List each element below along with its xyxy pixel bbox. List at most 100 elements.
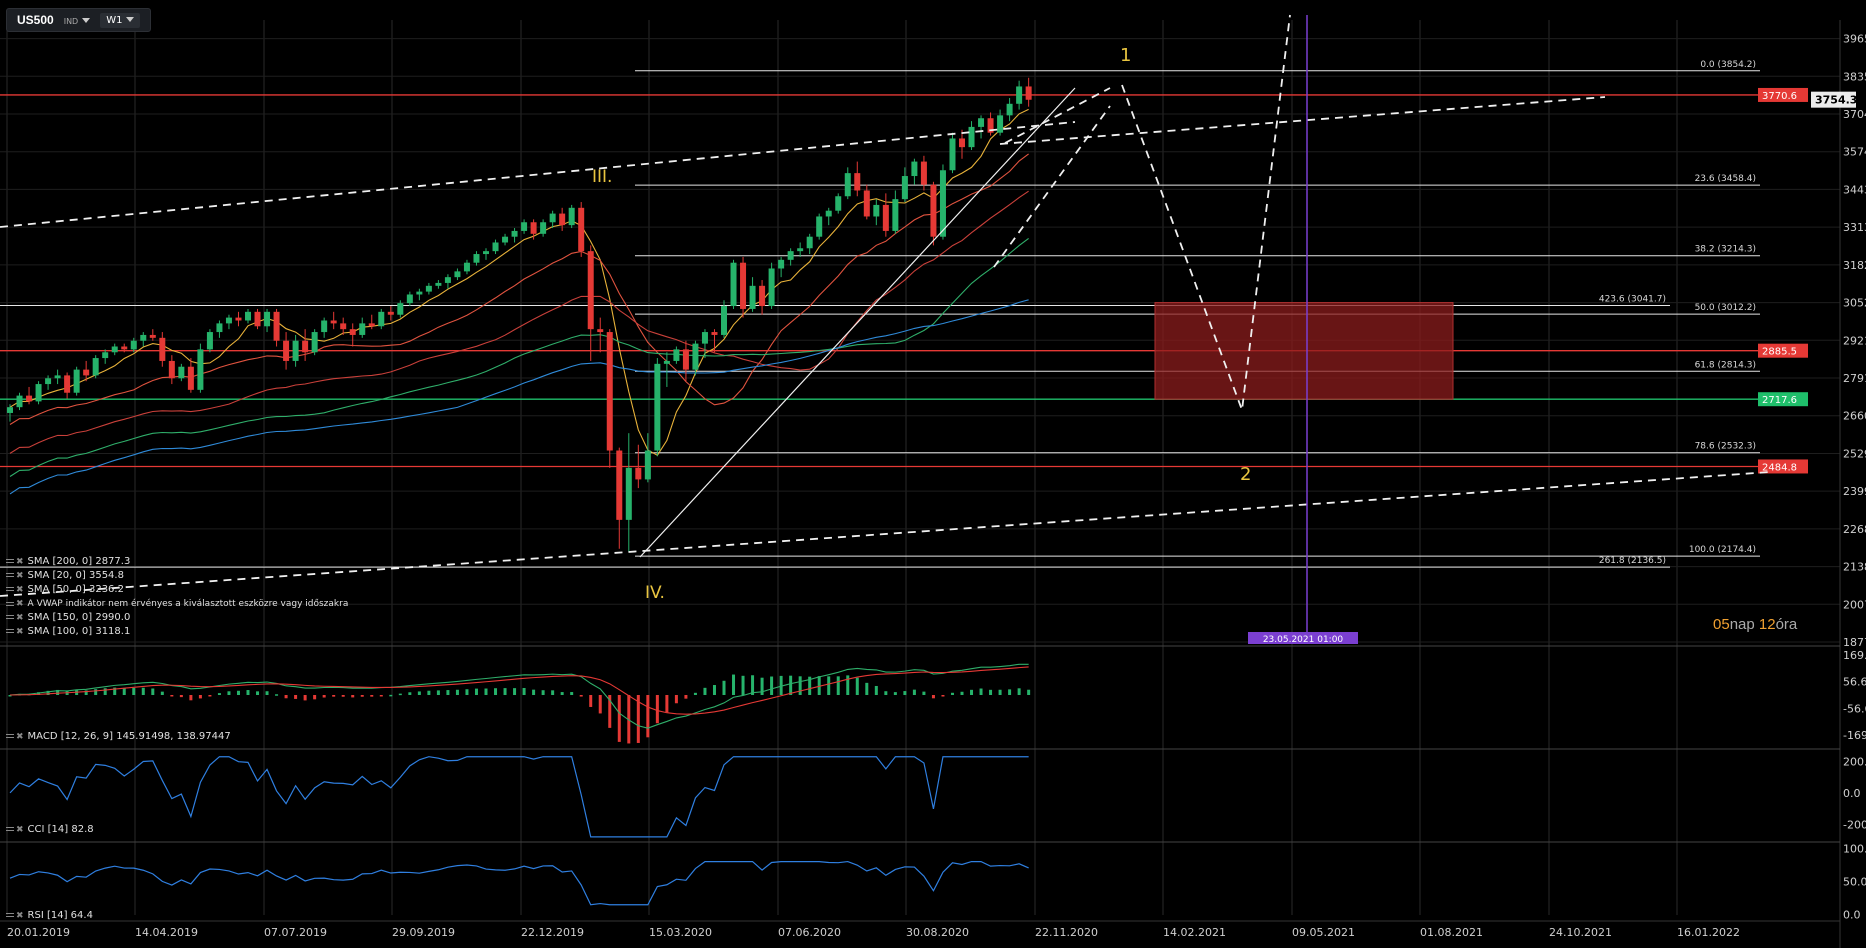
candle-body [216,323,223,333]
candle-body [444,277,451,283]
settings-icon[interactable] [6,627,14,635]
symbol-tag-dropdown[interactable]: IND [64,14,91,27]
macd-axis-label: 169.9129 [1843,649,1866,662]
settings-icon[interactable] [6,911,14,919]
macd-histogram-bar [779,675,783,695]
close-icon[interactable]: ✖ [16,732,24,742]
symbol-selector[interactable]: US500 [17,13,54,27]
macd-histogram-bar [94,689,98,695]
legend-sma200[interactable]: ✖ SMA [200, 0] 2877.3 [6,556,130,568]
close-icon[interactable]: ✖ [16,911,24,921]
candle-body [759,285,766,307]
legend-sma50[interactable]: ✖ SMA [50, 0] 3236.2 [6,584,124,596]
candle-body [721,306,727,335]
candle-body [35,384,42,402]
settings-icon[interactable] [6,571,14,579]
macd-histogram-bar [608,695,612,728]
countdown-hours: 12 [1758,616,1776,633]
macd-histogram-bar [674,695,678,704]
macd-histogram-bar [827,676,831,695]
macd-histogram-bar [589,695,593,707]
macd-histogram-bar [227,691,231,695]
cci-axis-label: 0.0 [1843,787,1861,800]
level-price-tag [1758,343,1808,358]
legend-vwap[interactable]: ✖ A VWAP indikátor nem érvényes a kiválas… [6,598,348,610]
macd-histogram-bar [494,688,498,695]
macd-histogram-bar [474,688,478,695]
macd-histogram-bar [189,695,193,701]
candle-body [939,170,946,237]
macd-histogram-bar [598,695,602,714]
macd-histogram-bar [922,691,926,695]
level-price-text: 2885.5 [1762,347,1797,358]
rsi-line [9,860,1029,906]
close-icon[interactable]: ✖ [16,627,24,637]
macd-histogram-bar [513,688,517,695]
macd-histogram-bar [8,695,12,697]
macd-histogram-bar [389,694,393,697]
settings-icon[interactable] [6,732,14,740]
candle-body [359,323,366,335]
candle-body [16,395,23,408]
settings-icon[interactable] [6,557,14,565]
candle-body [283,340,290,361]
fibonacci-level-label: 100.0 (2174.4) [1689,545,1756,555]
candle-body [606,332,613,451]
legend-sma150[interactable]: ✖ SMA [150, 0] 2990.0 [6,612,130,624]
date-axis-label: 30.08.2020 [906,926,969,939]
legend-sma20[interactable]: ✖ SMA [20, 0] 3554.8 [6,570,124,582]
macd-histogram-bar [551,690,555,695]
close-icon[interactable]: ✖ [16,557,24,567]
settings-icon[interactable] [6,613,14,621]
legend-cci[interactable]: ✖ CCI [14] 82.8 [6,824,94,836]
close-icon[interactable]: ✖ [16,613,24,623]
candle-body [197,349,204,390]
price-axis-label: 3182.5 [1843,259,1866,272]
macd-histogram-bar [122,687,126,695]
level-price-text: 3770.6 [1762,91,1797,102]
price-axis-label: 3704.6 [1843,108,1866,121]
candle-body [473,254,480,263]
candle-body [844,173,851,197]
macd-histogram-bar [379,695,383,697]
price-axis-label: 3574.1 [1843,146,1866,159]
close-icon[interactable]: ✖ [16,825,24,835]
timeframe-dropdown[interactable]: W1 [100,12,141,28]
candle-body [530,222,537,234]
candle-body [225,317,232,324]
candle-body [892,199,899,231]
macd-axis-label: -169.913 [1843,729,1866,742]
date-axis-label: 22.12.2019 [521,926,584,939]
macd-histogram-bar [846,675,850,695]
upper-channel-line-2 [999,96,1606,145]
legend-rsi[interactable]: ✖ RSI [14] 64.4 [6,910,93,922]
close-icon[interactable]: ✖ [16,599,24,609]
candle-body [959,138,965,148]
close-icon[interactable]: ✖ [16,571,24,581]
settings-icon[interactable] [6,585,14,593]
chevron-down-icon [126,17,135,22]
macd-histogram-bar [817,676,821,695]
candle-body [873,204,880,217]
macd-histogram-bar [427,690,431,695]
settings-icon[interactable] [6,825,14,833]
candle-body [321,320,328,333]
candle-body [854,173,861,191]
legend-macd[interactable]: ✖ MACD [12, 26, 9] 145.91498, 138.97447 [6,731,231,743]
legend-sma100[interactable]: ✖ SMA [100, 0] 3118.1 [6,626,130,638]
close-icon[interactable]: ✖ [16,585,24,595]
macd-histogram-bar [712,685,716,695]
candle-body [26,395,33,402]
macd-histogram-bar [655,695,659,724]
candle-body [568,207,575,226]
wave-label: IV. [645,583,665,603]
macd-histogram-bar [570,692,574,695]
trend-line [639,87,1076,558]
settings-icon[interactable] [6,600,14,608]
candle-body [492,242,499,252]
macd-histogram-bar [770,676,774,695]
candle-body [578,207,585,252]
